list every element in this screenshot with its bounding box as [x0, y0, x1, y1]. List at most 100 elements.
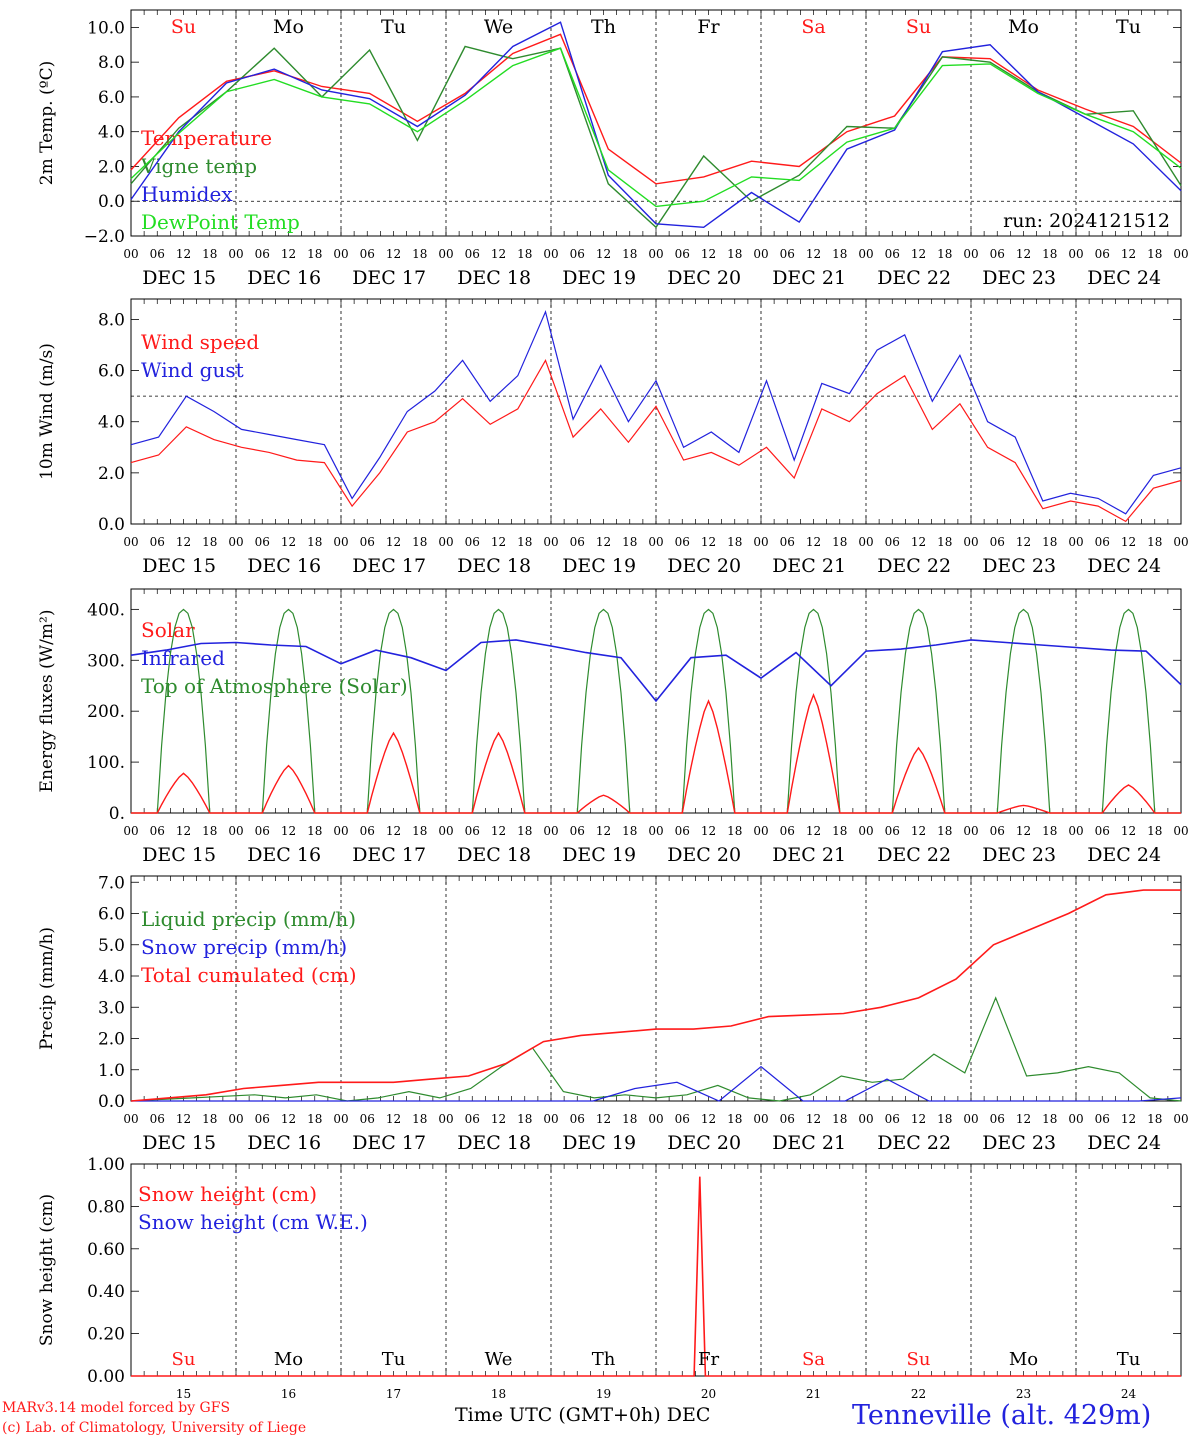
hour-tick-label: 18 [1042, 247, 1057, 261]
hour-tick-label: 18 [937, 1112, 952, 1126]
y-tick-label: 1.00 [87, 1155, 125, 1175]
hour-tick-label: 18 [727, 247, 742, 261]
y-tick-label: 0.20 [87, 1325, 125, 1345]
weekday-label: We [485, 1349, 513, 1370]
day-label: DEC 15 [142, 844, 216, 866]
day-label: DEC 24 [1087, 555, 1161, 577]
day-label: DEC 18 [457, 267, 531, 289]
hour-tick-label: 12 [596, 535, 611, 549]
hour-tick-label: 00 [438, 824, 453, 838]
legend-entry: Total cumulated (cm) [141, 963, 357, 987]
day-number-label: 19 [596, 1387, 611, 1401]
hour-tick-label: 12 [701, 824, 716, 838]
hour-tick-label: 06 [1095, 1112, 1110, 1126]
hour-tick-label: 00 [753, 535, 768, 549]
y-tick-label: 6.0 [98, 88, 125, 108]
weekday-label: Mo [1009, 1349, 1038, 1370]
hour-tick-label: 06 [885, 824, 900, 838]
hour-tick-label: 12 [1121, 247, 1136, 261]
x-axis-month: DEC [666, 1404, 711, 1426]
hour-tick-label: 00 [228, 824, 243, 838]
weekday-label: Fr [697, 16, 720, 38]
day-label: DEC 16 [247, 555, 321, 577]
hour-tick-label: 18 [622, 824, 637, 838]
hour-tick-label: 06 [990, 1112, 1005, 1126]
weekday-label: Mo [273, 16, 304, 38]
hour-tick-label: 12 [281, 247, 296, 261]
day-label: DEC 22 [877, 1132, 951, 1154]
hour-tick-label: 12 [596, 824, 611, 838]
y-tick-label: 2.0 [98, 1030, 125, 1050]
hour-tick-label: 06 [465, 535, 480, 549]
hour-tick-label: 00 [543, 535, 558, 549]
y-tick-label: 0.60 [87, 1240, 125, 1260]
hour-tick-label: 00 [543, 247, 558, 261]
hour-tick-label: 18 [202, 247, 217, 261]
hour-tick-label: 00 [858, 1112, 873, 1126]
hour-tick-label: 06 [990, 824, 1005, 838]
hour-tick-label: 18 [412, 824, 427, 838]
hour-tick-label: 06 [150, 535, 165, 549]
hour-tick-label: 06 [360, 247, 375, 261]
day-label: DEC 17 [352, 267, 426, 289]
hour-tick-label: 12 [596, 1112, 611, 1126]
day-label: DEC 20 [667, 844, 741, 866]
weekday-label: Tu [1116, 16, 1141, 38]
y-tick-label: 0.00 [87, 1367, 125, 1387]
hour-tick-label: 06 [885, 247, 900, 261]
day-label: DEC 23 [982, 844, 1056, 866]
hour-tick-label: 12 [281, 824, 296, 838]
hour-tick-label: 06 [990, 535, 1005, 549]
hour-tick-label: 12 [1016, 824, 1031, 838]
y-tick-label: 0.0 [98, 1092, 125, 1112]
hour-tick-label: 18 [517, 1112, 532, 1126]
hour-tick-label: 06 [570, 535, 585, 549]
hour-tick-label: 00 [963, 1112, 978, 1126]
hour-tick-label: 12 [491, 535, 506, 549]
y-tick-label: 10.0 [87, 18, 125, 38]
hour-tick-label: 18 [622, 535, 637, 549]
model-credit-line-1: MARv3.14 model forced by GFS [2, 1400, 231, 1416]
y-tick-label: −2.0 [84, 227, 125, 247]
hour-tick-label: 18 [517, 247, 532, 261]
hour-tick-label: 12 [1016, 1112, 1031, 1126]
hour-tick-label: 18 [1042, 1112, 1057, 1126]
hour-tick-label: 06 [1095, 247, 1110, 261]
hour-tick-label: 00 [1173, 247, 1188, 261]
hour-tick-label: 06 [570, 824, 585, 838]
day-label: DEC 20 [667, 555, 741, 577]
series-line [130, 889, 1181, 1102]
hour-tick-label: 00 [1068, 824, 1083, 838]
day-number-label: 17 [386, 1387, 401, 1401]
hour-tick-label: 06 [465, 247, 480, 261]
y-tick-label: 0.0 [98, 192, 125, 212]
hour-tick-label: 06 [570, 247, 585, 261]
hour-tick-label: 00 [648, 1112, 663, 1126]
hour-tick-label: 06 [150, 824, 165, 838]
hour-tick-label: 12 [1016, 535, 1031, 549]
day-label: DEC 18 [457, 555, 531, 577]
legend-entry: Infrared [141, 646, 225, 670]
legend-entry: Wind speed [141, 330, 259, 354]
run-label: run: 2024121512 [1003, 210, 1170, 232]
weekday-label: Su [907, 1349, 931, 1370]
day-label: DEC 19 [562, 267, 636, 289]
x-axis-label: Time UTC (GMT+0h) DEC [455, 1404, 710, 1426]
weekday-label: Tu [1117, 1349, 1141, 1370]
hour-tick-label: 12 [176, 1112, 191, 1126]
hour-tick-label: 00 [858, 535, 873, 549]
hour-tick-label: 06 [360, 1112, 375, 1126]
hour-tick-label: 00 [1173, 1112, 1188, 1126]
hour-tick-label: 18 [517, 535, 532, 549]
hour-tick-label: 00 [123, 1112, 138, 1126]
hour-tick-label: 18 [307, 1112, 322, 1126]
hour-tick-label: 06 [780, 1112, 795, 1126]
hour-tick-label: 12 [911, 535, 926, 549]
hour-tick-label: 18 [1147, 824, 1162, 838]
weekday-label: We [484, 16, 513, 38]
legend-entry: Wind gust [141, 358, 244, 382]
hour-tick-label: 06 [255, 1112, 270, 1126]
hour-tick-label: 06 [675, 247, 690, 261]
hour-tick-label: 06 [675, 1112, 690, 1126]
